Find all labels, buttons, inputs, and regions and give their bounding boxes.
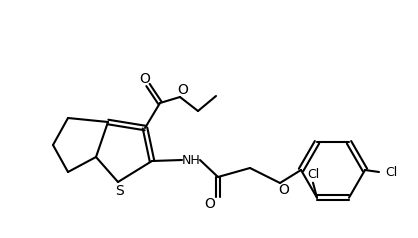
Text: Cl: Cl: [385, 165, 397, 178]
Text: O: O: [278, 183, 289, 197]
Text: S: S: [115, 184, 123, 198]
Text: O: O: [140, 72, 150, 86]
Text: O: O: [178, 83, 189, 97]
Text: NH: NH: [182, 154, 200, 167]
Text: Cl: Cl: [307, 168, 319, 181]
Text: O: O: [204, 197, 215, 211]
